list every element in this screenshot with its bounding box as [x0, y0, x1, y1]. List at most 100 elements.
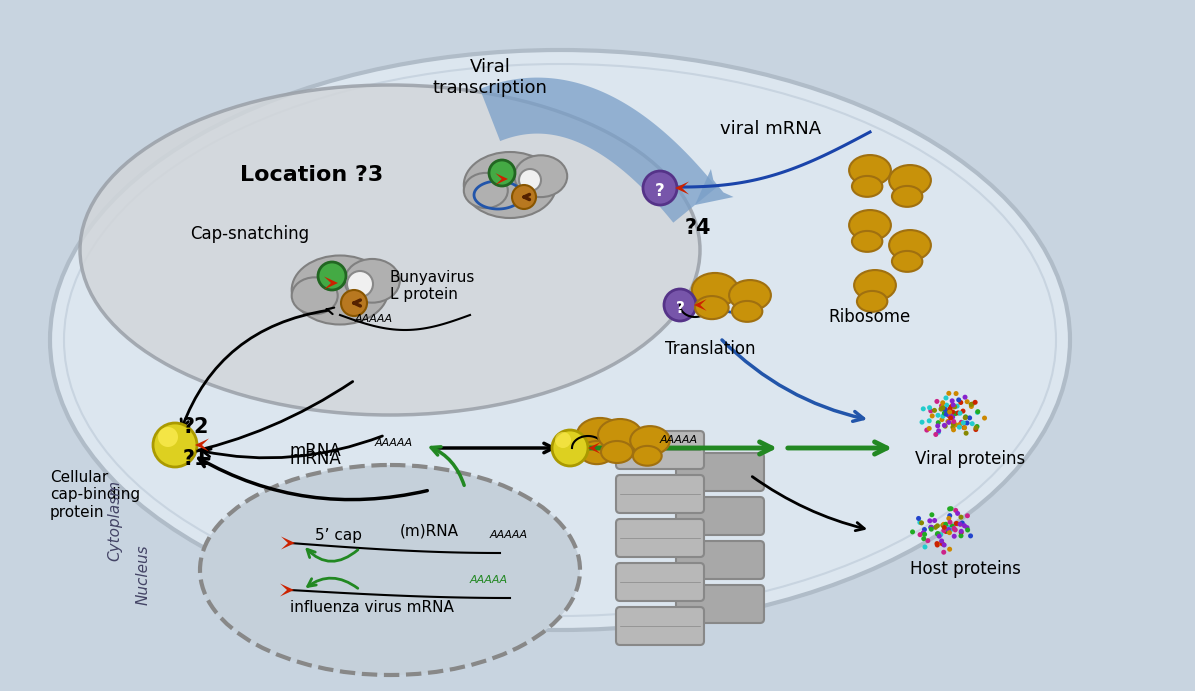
FancyBboxPatch shape — [676, 453, 764, 491]
Text: ?1: ?1 — [183, 449, 209, 469]
Circle shape — [973, 400, 978, 405]
Circle shape — [945, 525, 950, 530]
Circle shape — [932, 518, 937, 523]
Ellipse shape — [200, 465, 580, 675]
FancyBboxPatch shape — [615, 519, 704, 557]
Circle shape — [948, 413, 952, 418]
Circle shape — [957, 422, 962, 427]
Text: viral mRNA: viral mRNA — [721, 120, 821, 138]
Ellipse shape — [695, 296, 729, 319]
Circle shape — [948, 415, 954, 420]
Circle shape — [929, 408, 933, 413]
Circle shape — [968, 533, 973, 538]
Circle shape — [975, 410, 980, 415]
Circle shape — [522, 196, 526, 199]
Circle shape — [936, 424, 940, 428]
Circle shape — [954, 422, 958, 427]
Circle shape — [969, 402, 974, 407]
Circle shape — [936, 428, 942, 433]
Circle shape — [554, 432, 571, 448]
Circle shape — [929, 527, 933, 531]
Circle shape — [969, 401, 975, 406]
FancyBboxPatch shape — [676, 541, 764, 579]
Circle shape — [958, 530, 963, 535]
Circle shape — [955, 404, 960, 408]
Circle shape — [969, 422, 975, 426]
Circle shape — [952, 527, 957, 532]
Circle shape — [939, 417, 944, 422]
Text: Translation: Translation — [664, 340, 755, 358]
Circle shape — [948, 404, 954, 410]
Circle shape — [519, 169, 541, 191]
Circle shape — [954, 411, 958, 416]
Circle shape — [946, 527, 951, 532]
Circle shape — [946, 420, 951, 425]
Circle shape — [934, 542, 939, 547]
Ellipse shape — [850, 155, 891, 185]
Circle shape — [948, 413, 952, 418]
Circle shape — [943, 522, 949, 527]
Circle shape — [963, 415, 968, 419]
Polygon shape — [496, 173, 508, 185]
Circle shape — [929, 525, 933, 530]
Circle shape — [946, 529, 951, 534]
Circle shape — [934, 399, 939, 404]
Text: AAAAA: AAAAA — [355, 314, 393, 324]
Polygon shape — [588, 442, 601, 454]
Circle shape — [950, 425, 955, 430]
Ellipse shape — [729, 280, 771, 310]
Circle shape — [961, 408, 966, 414]
Circle shape — [964, 420, 969, 426]
Circle shape — [942, 525, 946, 530]
Text: Location ?3: Location ?3 — [240, 165, 384, 185]
Circle shape — [933, 525, 938, 530]
Polygon shape — [195, 439, 209, 451]
Circle shape — [948, 410, 952, 415]
Circle shape — [940, 405, 945, 410]
Circle shape — [950, 415, 955, 419]
Circle shape — [930, 512, 934, 518]
Ellipse shape — [50, 50, 1070, 630]
Ellipse shape — [292, 256, 388, 325]
Circle shape — [946, 530, 952, 535]
Circle shape — [936, 430, 940, 435]
Circle shape — [944, 412, 949, 417]
Ellipse shape — [891, 186, 923, 207]
Circle shape — [948, 507, 952, 511]
Circle shape — [921, 530, 926, 536]
Circle shape — [511, 185, 537, 209]
Circle shape — [921, 406, 926, 411]
Circle shape — [945, 410, 950, 415]
Circle shape — [938, 406, 944, 412]
Text: Cytoplasm: Cytoplasm — [108, 480, 123, 560]
Circle shape — [950, 398, 955, 404]
Circle shape — [921, 536, 926, 541]
Circle shape — [956, 410, 961, 415]
Circle shape — [960, 520, 964, 526]
Circle shape — [950, 524, 955, 529]
Circle shape — [939, 404, 944, 408]
Circle shape — [963, 430, 969, 436]
Ellipse shape — [464, 173, 508, 208]
Circle shape — [938, 540, 943, 545]
Circle shape — [938, 532, 943, 537]
Circle shape — [942, 542, 946, 547]
Text: AAAAA: AAAAA — [490, 530, 528, 540]
Circle shape — [951, 427, 956, 433]
Circle shape — [982, 415, 987, 421]
Circle shape — [942, 525, 946, 530]
Circle shape — [341, 290, 367, 316]
Circle shape — [926, 418, 932, 424]
Circle shape — [943, 407, 948, 412]
Circle shape — [958, 522, 963, 527]
Circle shape — [927, 405, 932, 410]
Circle shape — [934, 531, 940, 536]
Text: mRNA: mRNA — [290, 442, 342, 460]
Circle shape — [925, 538, 931, 543]
Text: influenza virus mRNA: influenza virus mRNA — [290, 600, 454, 615]
Text: mRNA: mRNA — [290, 450, 342, 468]
Text: Viral
transcription: Viral transcription — [433, 58, 547, 97]
Circle shape — [969, 404, 974, 409]
Ellipse shape — [80, 85, 700, 415]
Polygon shape — [695, 169, 734, 205]
